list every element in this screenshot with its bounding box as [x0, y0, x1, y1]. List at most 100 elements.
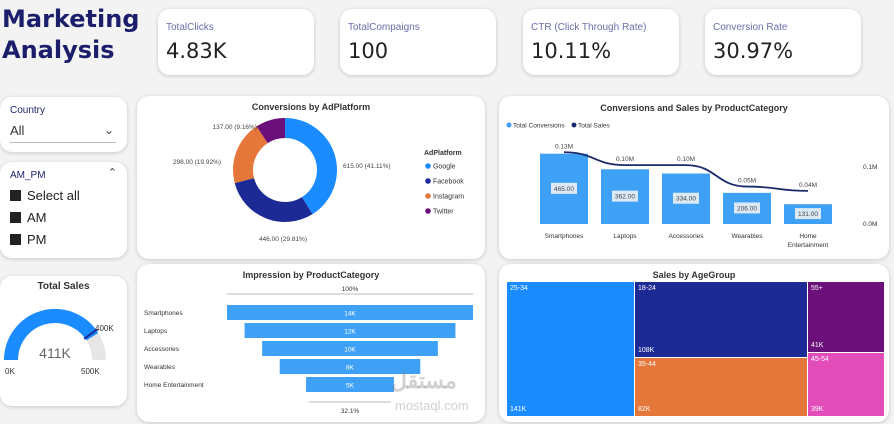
funnel-category-label: Laptops [144, 328, 168, 335]
funnel-chart: 100% 32.1% 14K Smartphones 12K Laptops 10K Ac… [144, 286, 473, 415]
kpi-label: TotalClicks [166, 22, 214, 33]
page-title: Marketing Analysis [2, 4, 139, 66]
funnel-top-label: 100% [342, 286, 359, 293]
chart-title: Sales by AgeGroup [652, 270, 736, 280]
option-label: Select all [27, 188, 80, 203]
bar-label-bg [673, 192, 699, 204]
donut-slice-google[interactable] [285, 118, 337, 215]
chevron-up-icon[interactable]: ⌃ [107, 167, 117, 179]
cell-value: 82K [638, 406, 651, 413]
option-select-all[interactable]: Select all [10, 188, 80, 203]
x-tick-label: Smartphones [545, 233, 584, 240]
cell-value: 108K [638, 347, 655, 354]
right-axis-tick: 0.1M [863, 164, 877, 171]
slicer-label: Country [10, 105, 46, 116]
treemap-cell-35-44[interactable]: 35-44 82K [635, 358, 807, 416]
legend-item-facebook[interactable]: Facebook [433, 179, 464, 186]
cell-name: 18-24 [638, 285, 656, 292]
bar-label-bg [734, 202, 760, 214]
cell-value: 41K [811, 342, 824, 349]
gauge-svg: 411K 0K 500K 400K [4, 309, 114, 376]
watermark-arabic: مستقل [391, 368, 457, 393]
legend-swatch [425, 193, 431, 199]
donut-data-label: 137.00 (9.16%) [213, 124, 257, 131]
gauge-value: 411K [39, 345, 71, 361]
funnel-bar[interactable] [244, 323, 456, 338]
legend-swatch-sales [571, 122, 577, 128]
funnel-bar[interactable] [262, 341, 438, 356]
donut-slice-facebook[interactable] [234, 178, 313, 222]
funnel-bottom-label: 32.1% [341, 408, 360, 415]
kpi-label: TotalCompaigns [348, 22, 420, 33]
treemap-cell-18-24[interactable]: 18-24 108K [635, 282, 807, 357]
legend-conversions: Total Conversions [513, 123, 565, 130]
kpi-card-total-campaigns: TotalCompaigns 100 [340, 9, 496, 75]
kpi-value: 10.11% [531, 39, 612, 63]
cell-value: 141K [510, 406, 527, 413]
checkbox-icon[interactable] [10, 234, 21, 245]
bar-data-label: 334.00 [676, 196, 696, 203]
gauge-target-label: 400K [95, 324, 114, 333]
conversions-by-adplatform-card: Conversions by AdPlatform AdPlatform 615… [137, 96, 485, 259]
kpi-card-ctr: CTR (Click Through Rate) 10.11% [523, 9, 679, 75]
treemap-cell-45-54[interactable]: 45-54 39K [808, 353, 884, 416]
legend-item-twitter[interactable]: Twitter [433, 209, 454, 216]
combo-chart: Total Conversions Total Sales 0.1M 0.0M … [506, 122, 877, 249]
legend-item-instagram[interactable]: Instagram [433, 194, 464, 201]
kpi-value: 4.83K [166, 39, 227, 63]
dropdown-value: All [10, 123, 25, 138]
legend-sales: Total Sales [578, 123, 611, 130]
checkbox-icon[interactable] [10, 212, 21, 223]
cell-name: 25-34 [510, 285, 528, 292]
sales-line[interactable] [563, 151, 809, 192]
checkbox-icon[interactable] [10, 190, 21, 201]
option-am[interactable]: AM [10, 210, 47, 225]
funnel-bar[interactable] [306, 377, 394, 392]
treemap-cell-25-34[interactable]: 25-34 141K [507, 282, 634, 416]
bar-label-bg [795, 208, 821, 220]
x-tick-label: Laptops [613, 233, 637, 240]
line-data-label: 0.04M [799, 182, 817, 189]
donut-slice-twitter[interactable] [256, 118, 285, 144]
funnel-value: 5K [346, 383, 355, 390]
line-data-label: 0.10M [616, 156, 634, 163]
funnel-value: 12K [344, 329, 356, 336]
legend-swatch-conversions [506, 122, 512, 128]
gauge-max-label: 500K [81, 367, 100, 376]
ampm-slicer: AM_PM ⌃ Select all AM PM [0, 162, 127, 258]
legend-swatch [425, 178, 431, 184]
legend-title: AdPlatform [424, 150, 462, 157]
sales-by-agegroup-card: Sales by AgeGroup 25-34 141K 18-24 108K … [499, 264, 889, 422]
funnel-category-label: Wearables [144, 364, 176, 371]
title-line-2: Analysis [2, 36, 115, 64]
legend-swatch [425, 163, 431, 169]
line-data-label: 0.10M [677, 156, 695, 163]
funnel-bar[interactable] [279, 359, 421, 374]
kpi-card-conversion-rate: Conversion Rate 30.97% [705, 9, 861, 75]
kpi-value: 100 [348, 39, 389, 63]
x-tick-label: Entertainment [788, 242, 829, 249]
funnel-category-label: Home Entertainment [144, 382, 204, 389]
chevron-down-icon[interactable]: ⌄ [103, 123, 114, 137]
donut-slice-instagram[interactable] [233, 126, 268, 184]
conversions-sales-by-category-card: Conversions and Sales by ProductCategory… [499, 96, 889, 259]
gauge-target-marker [83, 328, 98, 340]
kpi-value: 30.97% [713, 39, 794, 63]
impression-by-category-card: Impression by ProductCategory 100% 32.1%… [137, 264, 485, 422]
option-label: AM [27, 210, 47, 225]
chart-title: Impression by ProductCategory [242, 270, 380, 280]
treemap-cell-55-plus[interactable]: 55+ 41K [808, 282, 884, 352]
bar-data-label: 362.00 [615, 194, 635, 201]
funnel-category-label: Accessories [144, 346, 180, 353]
funnel-bar[interactable] [227, 305, 473, 320]
country-dropdown[interactable]: All ⌄ [10, 123, 116, 143]
slicer-label: AM_PM [10, 170, 46, 181]
chart-title: Conversions and Sales by ProductCategory [600, 103, 788, 113]
legend-item-google[interactable]: Google [433, 164, 456, 171]
funnel-value: 10K [344, 347, 356, 354]
donut-chart: AdPlatform 615.00 (41.11%) Google 446.00 (… [173, 118, 464, 243]
bar-label-bg [612, 190, 638, 202]
option-pm[interactable]: PM [10, 232, 47, 247]
line-data-label: 0.05M [738, 178, 756, 185]
funnel-value: 14K [344, 311, 356, 318]
